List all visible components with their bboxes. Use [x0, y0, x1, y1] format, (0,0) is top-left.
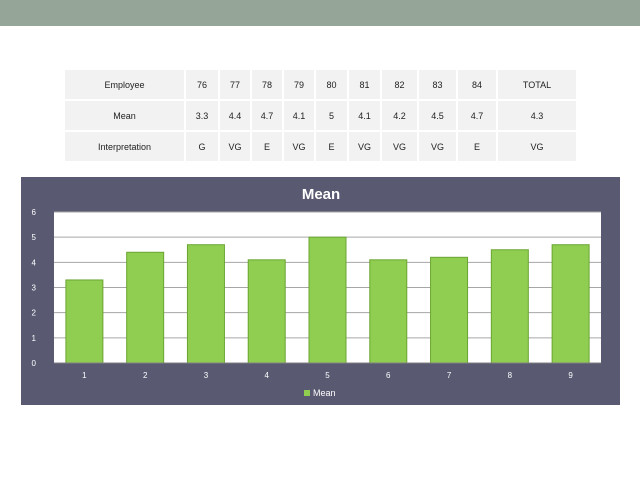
row-label: Employee: [65, 70, 186, 101]
x-tick-label: 3: [204, 371, 209, 380]
x-tick-label: 5: [325, 371, 330, 380]
plot-area: 0 1 2 3 4 5 6 1 2 3 4 5 6 7 8 9: [32, 208, 601, 380]
table-cell: 77: [219, 70, 252, 101]
bar: [369, 259, 408, 364]
table-cell: 82: [381, 70, 419, 101]
row-label: Mean: [65, 100, 186, 132]
employee-stats-table: Employee 76 77 78 79 80 81 82 83 84 TOTAL Mean 3.3 4.…: [65, 70, 576, 161]
x-tick-label: 8: [508, 371, 513, 380]
legend-label: Mean: [313, 388, 336, 398]
table-cell: VG: [381, 131, 419, 161]
x-tick-label: 2: [143, 371, 148, 380]
table-cell: 4.4: [219, 100, 252, 132]
bar: [126, 251, 165, 364]
y-tick-label: 3: [32, 284, 37, 293]
chart-legend: Mean: [304, 388, 336, 398]
table-cell: VG: [283, 131, 316, 161]
stats-table-body: Employee 76 77 78 79 80 81 82 83 84 TOTAL Mean 3.3 4.…: [65, 70, 576, 161]
chart-title: Mean: [302, 186, 340, 203]
table-cell: 78: [251, 70, 284, 101]
table-cell: 4.3: [497, 100, 576, 132]
x-tick-label: 4: [264, 371, 269, 380]
x-tick-label: 9: [568, 371, 573, 380]
table-cell: 4.7: [251, 100, 284, 132]
table-cell: 4.1: [283, 100, 316, 132]
y-tick-label: 1: [32, 334, 37, 343]
table-row: Interpretation G VG E VG E VG VG VG E VG: [65, 131, 576, 161]
table-cell: 4.5: [418, 100, 458, 132]
table-cell: VG: [418, 131, 458, 161]
table-cell: VG: [219, 131, 252, 161]
table-row: Mean 3.3 4.4 4.7 4.1 5 4.1 4.2 4.5 4.7 4.3: [65, 100, 576, 132]
bar: [490, 249, 529, 364]
y-tick-label: 0: [32, 359, 37, 368]
table-cell: 84: [457, 70, 498, 101]
table-cell: 4.7: [457, 100, 498, 132]
mean-bar-chart: Mean 0 1 2 3 4 5 6 1 2 3 4 5 6 7 8 9 Mean: [32, 186, 601, 398]
table-cell: G: [185, 131, 220, 161]
table-cell: 81: [348, 70, 382, 101]
table-cell: 3.3: [185, 100, 220, 132]
table-cell: E: [251, 131, 284, 161]
y-tick-label: 4: [32, 258, 37, 267]
table-cell: 4.1: [348, 100, 382, 132]
table-cell: 5: [315, 100, 349, 132]
table-cell: E: [457, 131, 498, 161]
x-tick-label: 7: [447, 371, 452, 380]
top-header-band: [0, 0, 640, 26]
mean-chart-panel: Mean 0 1 2 3 4 5 6 1 2 3 4 5 6 7 8 9 Mean: [21, 177, 620, 405]
table-cell: E: [315, 131, 349, 161]
legend-swatch: [304, 390, 310, 396]
table-cell: VG: [497, 131, 576, 161]
table-cell: 83: [418, 70, 458, 101]
bar: [247, 259, 286, 364]
table-row: Employee 76 77 78 79 80 81 82 83 84 TOTAL: [65, 70, 576, 101]
y-tick-label: 5: [32, 233, 37, 242]
y-tick-label: 2: [32, 309, 37, 318]
x-tick-label: 1: [82, 371, 87, 380]
bar: [430, 256, 469, 364]
x-tick-label: 6: [386, 371, 391, 380]
table-cell: 76: [185, 70, 220, 101]
bar: [308, 236, 347, 364]
bar: [65, 279, 104, 364]
table-cell: 80: [315, 70, 349, 101]
row-label: Interpretation: [65, 131, 186, 161]
bar: [186, 244, 225, 364]
bar: [551, 244, 590, 364]
table-cell: 79: [283, 70, 316, 101]
y-tick-label: 6: [32, 208, 37, 217]
table-cell: TOTAL: [497, 70, 576, 101]
table-cell: VG: [348, 131, 382, 161]
table-cell: 4.2: [381, 100, 419, 132]
